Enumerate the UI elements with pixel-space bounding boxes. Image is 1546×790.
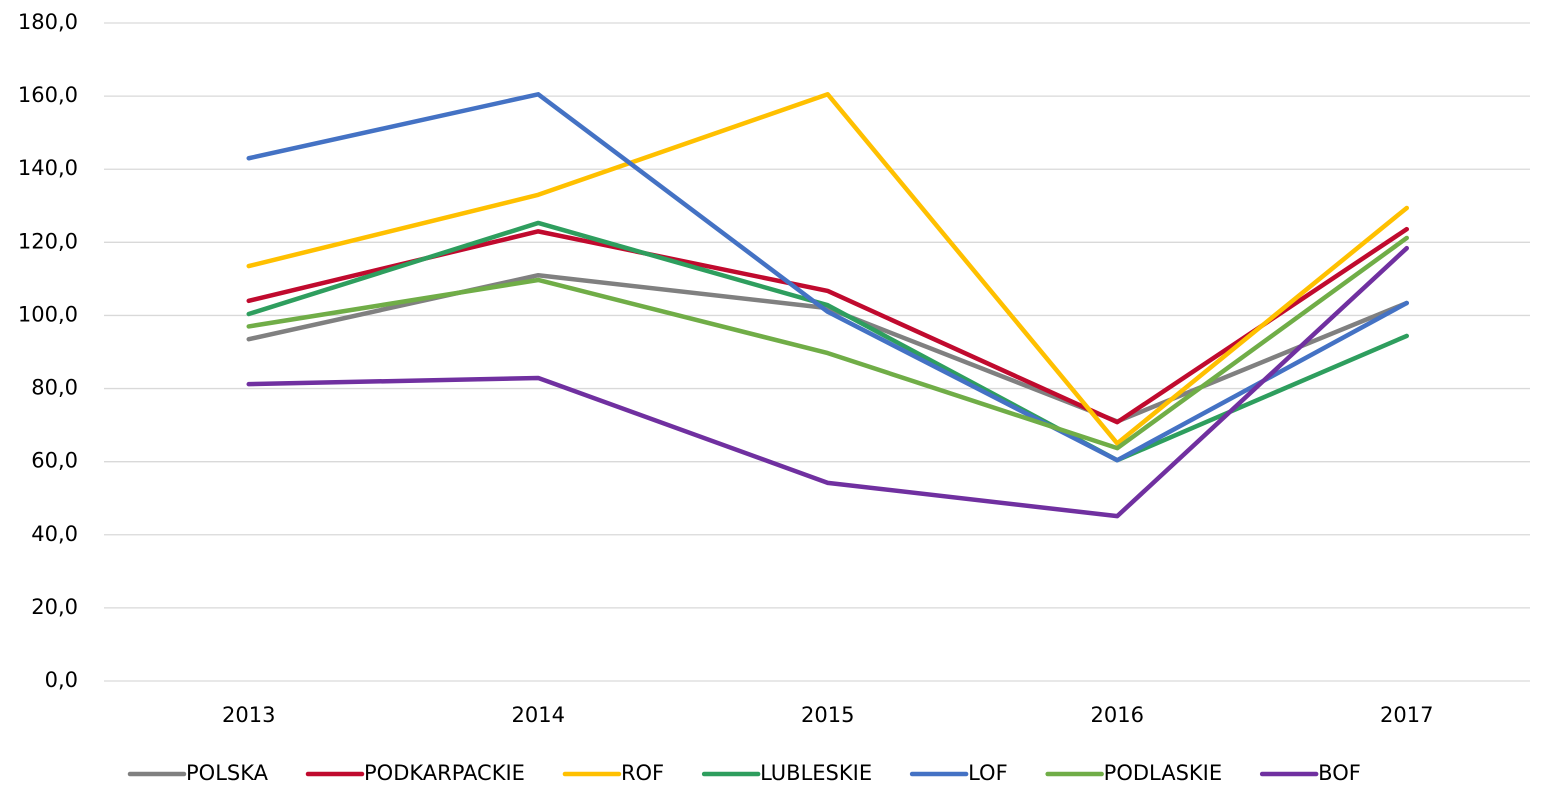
y-tick-label: 60,0 [31,449,78,473]
series-line [246,92,1409,446]
legend-label: PODLASKIE [1104,761,1222,785]
series-line [246,92,1409,463]
y-tick-label: 100,0 [18,302,78,326]
y-tick-label: 180,0 [18,10,78,34]
x-tick-label: 2016 [1091,703,1144,727]
legend-label: LUBLESKIE [760,761,872,785]
series-line [246,220,1409,463]
legend-label: ROF [621,761,664,785]
x-tick-label: 2014 [512,703,565,727]
series-line [246,235,1409,451]
legend-label: LOF [968,761,1008,785]
series-line [246,245,1409,519]
y-tick-label: 0,0 [45,668,78,692]
y-tick-label: 120,0 [18,229,78,253]
legend-label: PODKARPACKIE [364,761,525,785]
y-tick-label: 140,0 [18,156,78,180]
y-tick-label: 80,0 [31,376,78,400]
y-tick-label: 40,0 [31,522,78,546]
y-tick-label: 160,0 [18,83,78,107]
legend-label: BOF [1318,761,1361,785]
x-tick-label: 2017 [1380,703,1433,727]
x-tick-label: 2015 [801,703,854,727]
y-tick-label: 20,0 [31,595,78,619]
legend-label: POLSKA [186,761,269,785]
x-tick-label: 2013 [222,703,275,727]
